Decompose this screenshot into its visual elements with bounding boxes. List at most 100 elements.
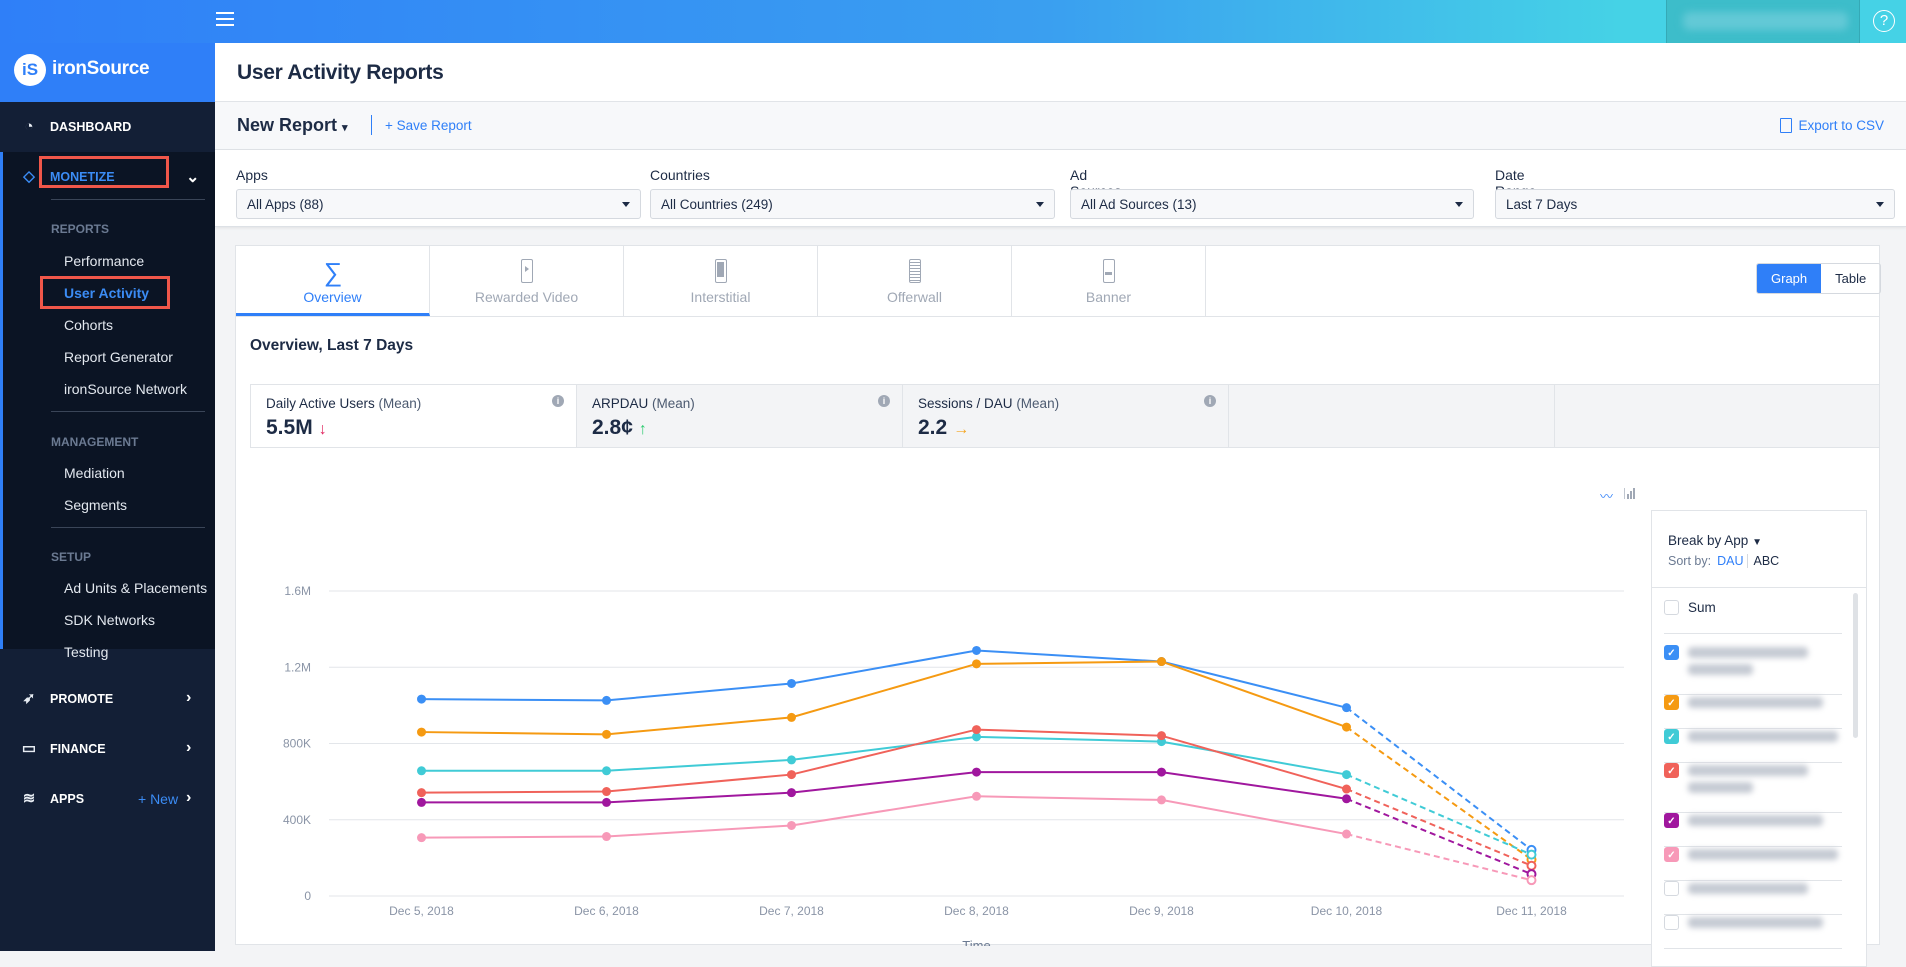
legend-item-app[interactable]: ✓ bbox=[1664, 645, 1842, 695]
legend-scrollbar[interactable] bbox=[1853, 593, 1858, 738]
data-point bbox=[1342, 722, 1351, 732]
offerwall-icon bbox=[905, 259, 925, 285]
date-range-select[interactable]: Last 7 Days bbox=[1495, 189, 1895, 219]
sort-dau-link[interactable]: DAU bbox=[1717, 554, 1744, 568]
sidebar-item-performance[interactable]: Performance bbox=[64, 253, 145, 269]
data-point bbox=[972, 791, 981, 801]
series-line-projected bbox=[1346, 797, 1532, 876]
redacted-app-name bbox=[1688, 664, 1753, 675]
sidebar-item-testing[interactable]: Testing bbox=[64, 644, 109, 660]
logo[interactable]: iS ironSource bbox=[0, 43, 215, 102]
nav-promote[interactable]: ➶ PROMOTE › bbox=[0, 674, 215, 724]
legend-item-app[interactable]: ✓ bbox=[1664, 813, 1842, 847]
sidebar-item-cohorts[interactable]: Cohorts bbox=[64, 317, 114, 333]
line-chart-type-icon[interactable]: 〰 bbox=[1600, 489, 1614, 504]
data-point bbox=[602, 766, 611, 776]
x-tick-label: Dec 9, 2018 bbox=[1129, 904, 1194, 918]
info-icon[interactable]: i bbox=[552, 395, 564, 407]
metric-value: 2.2 → bbox=[918, 416, 970, 439]
countries-select[interactable]: All Countries (249) bbox=[650, 189, 1055, 219]
ad-unit-tabs: ∑ Overview Rewarded Video Interstitial O… bbox=[236, 246, 1882, 317]
legend-item-app[interactable] bbox=[1664, 881, 1842, 915]
checkbox[interactable]: ✓ bbox=[1664, 847, 1679, 862]
sidebar-item-sdk-networks[interactable]: SDK Networks bbox=[64, 612, 156, 628]
checkbox[interactable]: ✓ bbox=[1664, 645, 1679, 660]
sort-abc-link[interactable]: ABC bbox=[1747, 554, 1780, 568]
nav-monetize[interactable]: ◇ MONETIZE ⌄ bbox=[0, 152, 215, 202]
data-point bbox=[1157, 767, 1166, 777]
data-point bbox=[972, 732, 981, 742]
redacted-app-name bbox=[1688, 815, 1823, 826]
checkbox[interactable] bbox=[1664, 600, 1679, 615]
graph-view-button[interactable]: Graph bbox=[1757, 264, 1822, 293]
info-icon[interactable]: i bbox=[878, 395, 890, 407]
data-point bbox=[1342, 703, 1351, 713]
metric-dau[interactable]: Daily Active Users (Mean) 5.5M ↓ i bbox=[251, 385, 577, 448]
tab-rewarded-video[interactable]: Rewarded Video bbox=[430, 246, 624, 316]
tab-label: Offerwall bbox=[887, 289, 942, 305]
checkbox[interactable] bbox=[1664, 915, 1679, 930]
legend-header: Break by App ▼ Sort by: DAU ABC bbox=[1652, 511, 1866, 588]
legend-label: Sum bbox=[1688, 600, 1716, 615]
sidebar-item-report-generator[interactable]: Report Generator bbox=[64, 349, 173, 365]
y-tick-label: 0 bbox=[304, 889, 311, 903]
nav-finance[interactable]: ▭ FINANCE › bbox=[0, 724, 215, 774]
metric-arpdau[interactable]: ARPDAU (Mean) 2.8¢ ↑ i bbox=[577, 385, 903, 448]
apps-select[interactable]: All Apps (88) bbox=[236, 189, 641, 219]
chevron-right-icon: › bbox=[186, 689, 192, 706]
checkbox[interactable]: ✓ bbox=[1664, 813, 1679, 828]
wallet-icon: ▭ bbox=[21, 740, 37, 757]
title-bar: User Activity Reports bbox=[215, 43, 1906, 102]
legend-item-app[interactable] bbox=[1664, 915, 1842, 949]
x-tick-label: Dec 7, 2018 bbox=[759, 904, 824, 918]
checkbox[interactable]: ✓ bbox=[1664, 695, 1679, 710]
break-by-dropdown[interactable]: Break by App ▼ bbox=[1668, 533, 1762, 548]
ad-sources-select[interactable]: All Ad Sources (13) bbox=[1070, 189, 1474, 219]
nav-apps[interactable]: ≋ APPS + New › bbox=[0, 774, 215, 824]
legend-item-sum[interactable]: Sum bbox=[1664, 600, 1842, 634]
tab-offerwall[interactable]: Offerwall bbox=[818, 246, 1012, 316]
export-csv-button[interactable]: Export to CSV bbox=[1780, 118, 1884, 133]
metric-sessions-per-dau[interactable]: Sessions / DAU (Mean) 2.2 → i bbox=[903, 385, 1229, 448]
bar-chart-type-icon[interactable] bbox=[1624, 488, 1636, 499]
speedometer-icon: ◔ bbox=[24, 118, 34, 135]
series-line-projected bbox=[1346, 788, 1532, 867]
user-account-menu[interactable] bbox=[1666, 0, 1860, 43]
checkbox[interactable]: ✓ bbox=[1664, 729, 1679, 744]
help-icon[interactable]: ? bbox=[1873, 10, 1895, 32]
data-point bbox=[1526, 849, 1537, 860]
series-line-projected bbox=[1345, 726, 1533, 861]
tab-overview[interactable]: ∑ Overview bbox=[236, 246, 430, 316]
nav-dashboard[interactable]: ◔ DASHBOARD bbox=[0, 102, 215, 152]
sidebar-item-ironsource-network[interactable]: ironSource Network bbox=[64, 381, 187, 397]
data-point bbox=[417, 788, 426, 798]
checkbox[interactable] bbox=[1664, 881, 1679, 896]
sidebar-item-ad-units[interactable]: Ad Units & Placements bbox=[64, 580, 208, 596]
info-icon[interactable]: i bbox=[1204, 395, 1216, 407]
table-view-button[interactable]: Table bbox=[1835, 271, 1867, 286]
checkbox[interactable]: ✓ bbox=[1664, 763, 1679, 778]
legend-item-app[interactable]: ✓ bbox=[1664, 695, 1842, 729]
metric-value: 2.8¢ ↑ bbox=[592, 416, 647, 439]
data-point bbox=[417, 833, 426, 843]
sidebar-item-user-activity[interactable]: User Activity bbox=[64, 285, 150, 301]
menu-icon[interactable] bbox=[216, 12, 234, 26]
sidebar-item-mediation[interactable]: Mediation bbox=[64, 465, 125, 481]
save-report-button[interactable]: + Save Report bbox=[385, 118, 472, 133]
y-tick-label: 800K bbox=[283, 737, 311, 751]
legend-item-app[interactable]: ✓ bbox=[1664, 847, 1842, 881]
tab-banner[interactable]: Banner bbox=[1012, 246, 1206, 316]
redacted-app-name bbox=[1688, 647, 1808, 658]
report-name-dropdown[interactable]: New Report ▾ bbox=[237, 115, 348, 136]
legend-item-app[interactable]: ✓ bbox=[1664, 729, 1842, 763]
legend-item-app[interactable]: ✓ bbox=[1664, 763, 1842, 813]
metric-empty bbox=[1229, 385, 1555, 448]
tab-interstitial[interactable]: Interstitial bbox=[624, 246, 818, 316]
nav-label: APPS bbox=[50, 792, 85, 806]
apps-new-link[interactable]: + New bbox=[138, 791, 179, 807]
overview-title: Overview, Last 7 Days bbox=[250, 337, 414, 354]
tab-label: Interstitial bbox=[690, 289, 751, 305]
metric-title: Daily Active Users (Mean) bbox=[266, 396, 422, 411]
x-tick-label: Dec 6, 2018 bbox=[574, 904, 639, 918]
sidebar-item-segments[interactable]: Segments bbox=[64, 497, 128, 513]
